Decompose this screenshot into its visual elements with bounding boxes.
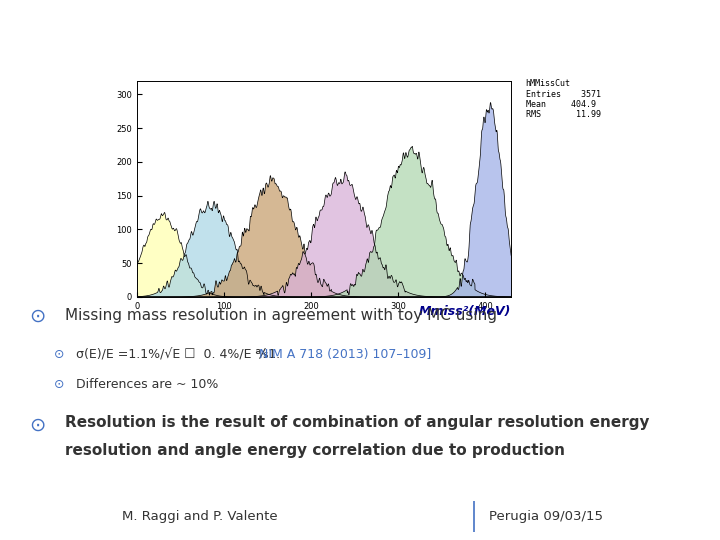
Text: Differences are ~ 10%: Differences are ~ 10% <box>76 378 218 391</box>
Text: Perugia 09/03/15: Perugia 09/03/15 <box>490 510 603 523</box>
Text: NIM A 718 (2013) 107–109]: NIM A 718 (2013) 107–109] <box>259 348 431 361</box>
Text: hMMissCut
Entries    3571
Mean     404.9
RMS       11.99: hMMissCut Entries 3571 Mean 404.9 RMS 11… <box>526 79 600 119</box>
Text: M. Raggi and P. Valente: M. Raggi and P. Valente <box>122 510 277 523</box>
Text: ⊙: ⊙ <box>54 348 65 361</box>
Text: resolution and angle energy correlation due to production: resolution and angle energy correlation … <box>65 443 564 458</box>
Text: Missing mass resolution in agreement with toy MC using: Missing mass resolution in agreement wit… <box>65 308 497 323</box>
Text: ⊙: ⊙ <box>29 306 45 326</box>
Text: ⊙: ⊙ <box>29 415 45 435</box>
Text: Resolution is the result of combination of angular resolution energy: Resolution is the result of combination … <box>65 415 649 430</box>
Text: σ(E)/E =1.1%/√E ☐  0. 4%/E ℁1.: σ(E)/E =1.1%/√E ☐ 0. 4%/E ℁1. <box>76 348 280 361</box>
Text: MC calorimeter performance: MC calorimeter performance <box>141 21 579 50</box>
Text: Mmiss²(MeV): Mmiss²(MeV) <box>419 305 511 318</box>
Text: ⊙: ⊙ <box>54 378 65 391</box>
